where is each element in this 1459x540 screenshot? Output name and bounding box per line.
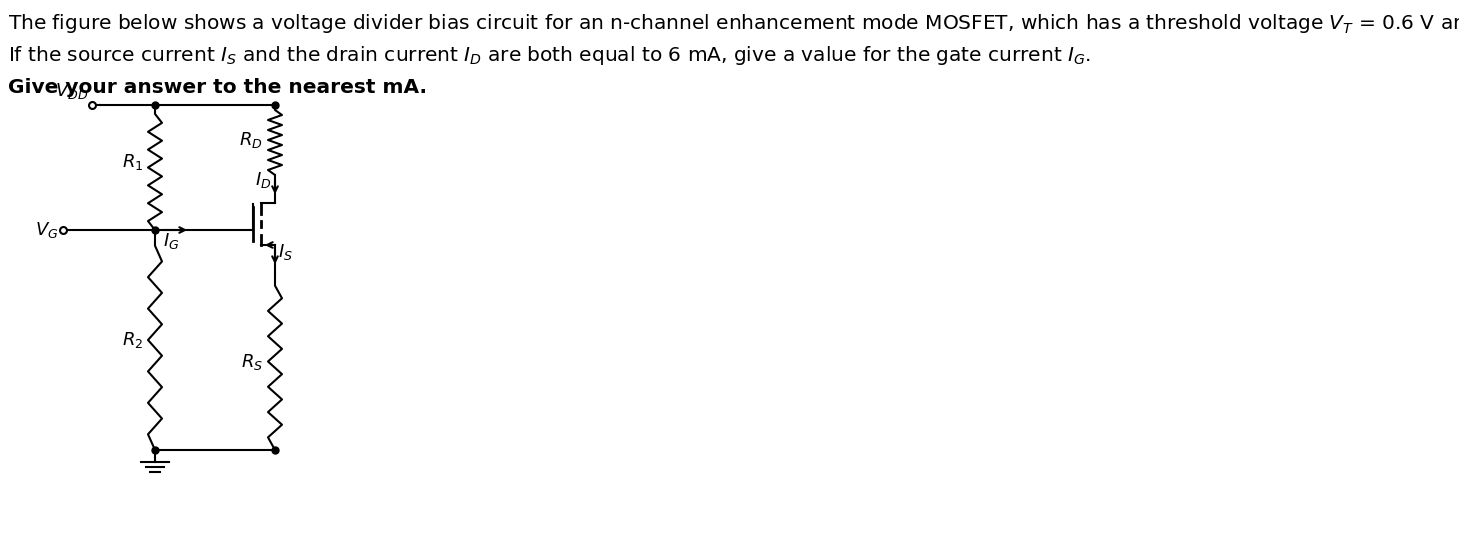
Text: $R_D$: $R_D$ bbox=[239, 130, 263, 150]
Text: $I_S$: $I_S$ bbox=[279, 242, 293, 262]
Text: $V_G$: $V_G$ bbox=[35, 220, 58, 240]
Text: Give your answer to the nearest mA.: Give your answer to the nearest mA. bbox=[7, 78, 427, 97]
Text: $I_D$: $I_D$ bbox=[255, 170, 271, 190]
Text: The figure below shows a voltage divider bias circuit for an n-channel enhanceme: The figure below shows a voltage divider… bbox=[7, 10, 1459, 36]
Text: $R_1$: $R_1$ bbox=[121, 152, 143, 172]
Text: If the source current $I_S$ and the drain current $I_D$ are both equal to 6 mA, : If the source current $I_S$ and the drai… bbox=[7, 44, 1091, 67]
Text: $R_S$: $R_S$ bbox=[241, 352, 263, 372]
Text: $I_G$: $I_G$ bbox=[163, 231, 179, 251]
Text: $R_2$: $R_2$ bbox=[121, 330, 143, 350]
Text: $V_{DD}$: $V_{DD}$ bbox=[55, 81, 88, 101]
